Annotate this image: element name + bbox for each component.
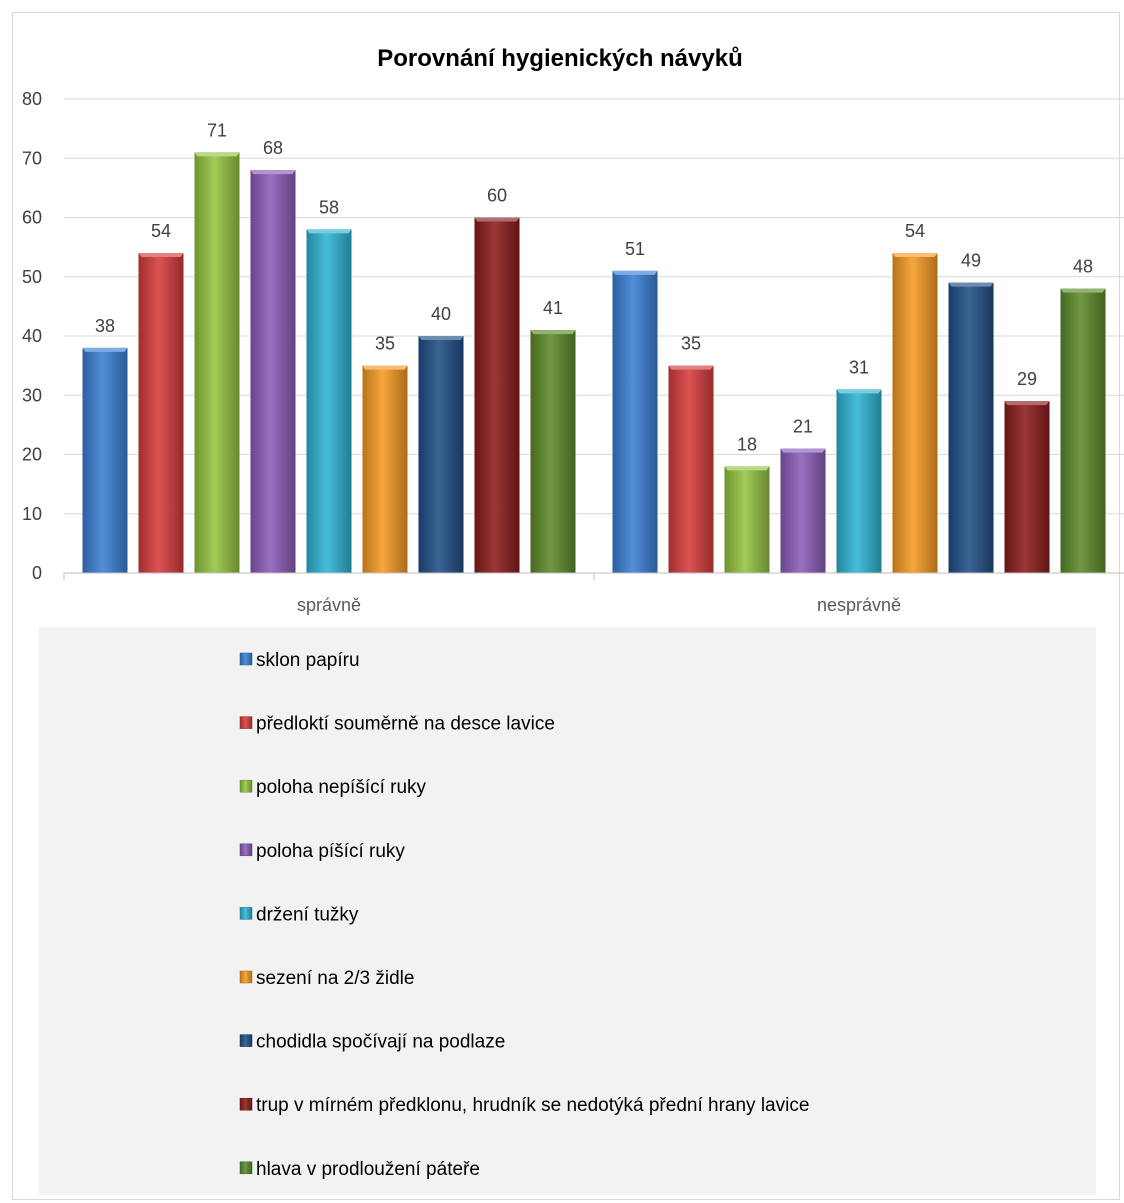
- legend-label: držení tužky: [256, 904, 359, 925]
- data-label: 71: [207, 120, 227, 140]
- data-label: 54: [905, 221, 925, 241]
- data-label: 41: [543, 298, 563, 318]
- data-label: 29: [1017, 369, 1037, 389]
- legend-swatch: [239, 779, 253, 793]
- legend-swatch: [239, 970, 253, 984]
- y-axis-ticks: 0 10 20 30 40 50 60 70 80: [22, 89, 42, 583]
- bar-bevel: [418, 336, 464, 340]
- bar: [1060, 288, 1106, 573]
- data-label: 54: [151, 221, 171, 241]
- legend-label: předloktí souměrně na desce lavice: [256, 714, 555, 735]
- gridlines: [64, 98, 1124, 515]
- bar: [948, 282, 994, 573]
- legend-label: sezení na 2/3 židle: [256, 968, 414, 989]
- bar: [724, 466, 770, 573]
- legend-label: poloha píšící ruky: [256, 841, 405, 862]
- data-label: 40: [431, 304, 451, 324]
- category-label: nesprávně: [817, 595, 901, 615]
- y-tick-label: 40: [22, 326, 42, 346]
- y-tick-label: 50: [22, 267, 42, 287]
- chart-title: Porovnání hygienických návyků: [377, 45, 742, 72]
- y-tick-label: 70: [22, 148, 42, 168]
- bar-bevel: [668, 365, 714, 370]
- data-label: 48: [1073, 257, 1093, 277]
- y-tick-label: 80: [22, 89, 42, 109]
- legend-swatch: [239, 907, 253, 920]
- x-axis: správně nesprávně: [63, 572, 1124, 615]
- bar: [1004, 401, 1050, 573]
- legend-swatch: [239, 1161, 253, 1175]
- bar: [668, 365, 714, 573]
- legend-label: poloha nepíšící ruky: [256, 777, 427, 798]
- bar: [418, 336, 464, 573]
- data-label: 21: [793, 417, 813, 437]
- bar-bevel: [194, 152, 240, 157]
- bar: [892, 253, 938, 574]
- bar: [250, 170, 296, 573]
- bar-bevel: [82, 347, 128, 352]
- bar-bevel: [724, 466, 770, 471]
- category-label: správně: [297, 595, 361, 615]
- data-label: 60: [487, 186, 507, 206]
- bar-bevel: [306, 229, 352, 234]
- legend-swatch: [239, 716, 253, 729]
- legend-label: trup v mírném předklonu, hrudník se nedo…: [256, 1095, 809, 1116]
- bar: [530, 330, 576, 573]
- legend-label: sklon papíru: [256, 650, 360, 671]
- data-label: 49: [961, 251, 981, 271]
- legend-label: hlava v prodloužení páteře: [256, 1159, 480, 1180]
- bar-bevel: [1004, 401, 1050, 406]
- legend-swatch: [239, 1097, 253, 1111]
- data-label: 31: [849, 357, 869, 377]
- bar: [82, 347, 128, 573]
- legend: sklon papíru předloktí souměrně na desce …: [239, 650, 809, 1180]
- data-label: 35: [681, 334, 701, 354]
- data-label: 68: [263, 138, 283, 158]
- bar-bevel: [780, 448, 826, 453]
- y-tick-label: 20: [22, 445, 42, 465]
- bar: [306, 229, 352, 573]
- data-labels: 38 54 71 68 58 35 40 60 41 51 35 18 21 31 54 49 29 48: [95, 120, 1093, 454]
- y-tick-label: 60: [22, 208, 42, 228]
- legend-label: chodidla spočívají na podlaze: [256, 1032, 505, 1053]
- bar-bevel: [892, 253, 938, 258]
- bar-bevel: [1060, 288, 1106, 293]
- bar: [612, 270, 658, 573]
- legend-box: [39, 627, 1096, 1195]
- bars: [82, 152, 1106, 574]
- data-label: 38: [95, 316, 115, 336]
- bar-bevel: [836, 389, 882, 394]
- bar: [362, 365, 408, 573]
- data-label: 51: [625, 239, 645, 259]
- y-tick-label: 30: [22, 385, 42, 405]
- bar-bevel: [948, 282, 994, 287]
- bar-bevel: [530, 330, 576, 335]
- y-tick-label: 10: [22, 504, 42, 524]
- bar: [138, 253, 184, 574]
- data-label: 18: [737, 434, 757, 454]
- legend-swatch: [239, 652, 253, 666]
- bar-bevel: [474, 217, 520, 222]
- data-label: 35: [375, 334, 395, 354]
- y-tick-label: 0: [32, 563, 42, 583]
- legend-swatch: [239, 1034, 253, 1047]
- bar: [836, 389, 882, 573]
- bar: [194, 152, 240, 573]
- bar-bevel: [138, 253, 184, 258]
- bar-bevel: [362, 365, 408, 370]
- bar: [474, 217, 520, 573]
- legend-swatch: [239, 843, 253, 857]
- bar: [780, 448, 826, 573]
- bar-bevel: [612, 270, 658, 275]
- bar-bevel: [250, 170, 296, 175]
- data-label: 58: [319, 197, 339, 217]
